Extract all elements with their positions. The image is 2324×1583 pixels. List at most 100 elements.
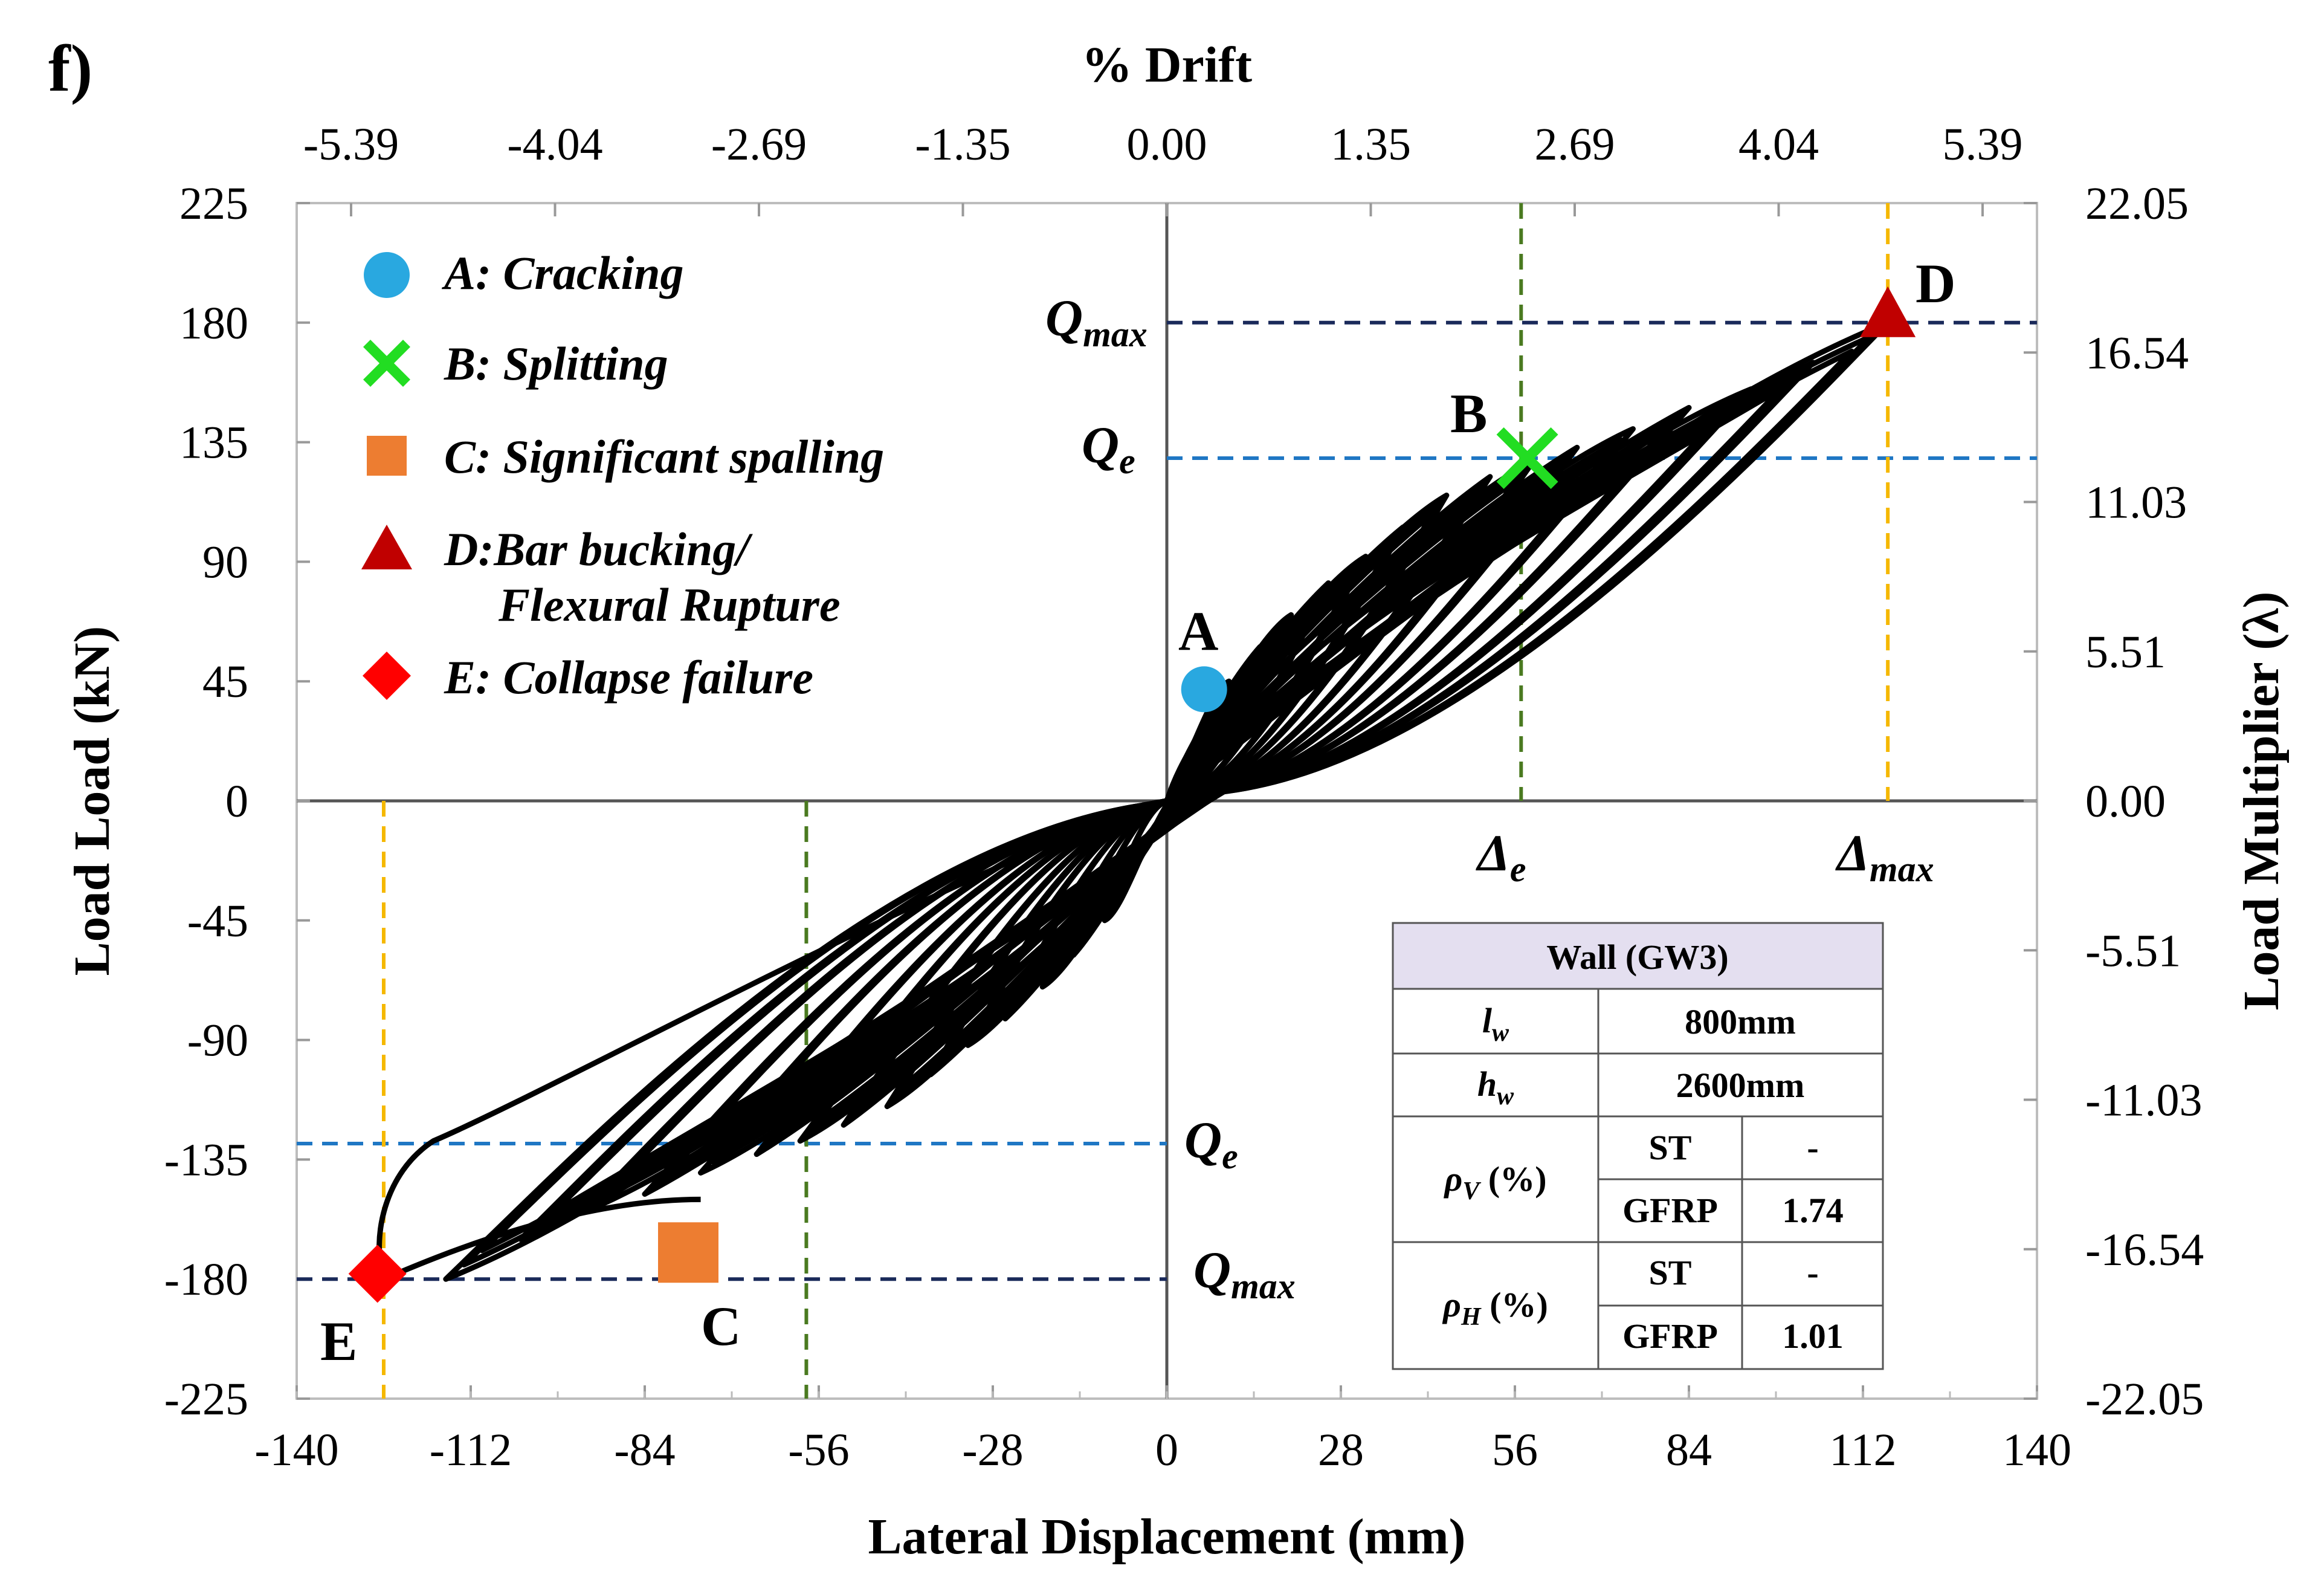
table-rho-h-gfrp-value: 1.01: [1782, 1316, 1844, 1356]
x2-tick-label: 5.39: [1943, 119, 2023, 170]
y2-tick-label: 11.03: [2085, 477, 2187, 528]
x-tick-label: -140: [254, 1425, 338, 1475]
x-axis-title: Lateral Displacement (mm): [868, 1509, 1465, 1565]
legend-spalling: C: Significant spalling: [444, 430, 884, 483]
table-rho-h-st-label: ST: [1649, 1253, 1692, 1292]
y-axis-title: Load Load (kN): [64, 626, 120, 976]
y2-tick-label: 5.51: [2085, 627, 2166, 678]
x2-tick-label: 2.69: [1535, 119, 1615, 170]
point-label-d: D: [1916, 253, 1955, 314]
collapse-branch: [376, 819, 1106, 1283]
legend-collapse: E: Collapse failure: [444, 651, 813, 704]
y2-tick-label: 0.00: [2085, 776, 2166, 827]
table-rho-h-gfrp-label: GFRP: [1622, 1316, 1718, 1356]
x-tick-label: -28: [962, 1425, 1023, 1475]
legend-bucking-line1: D:Bar bucking/: [444, 523, 753, 575]
x2-tick-label: 0.00: [1127, 119, 1207, 170]
legend-bucking-line2: Flexural Rupture: [498, 578, 841, 631]
delta-e-label: Δe: [1476, 824, 1526, 889]
marker-cracking: [1181, 666, 1227, 713]
y2-tick-label: 16.54: [2085, 328, 2189, 378]
y-ticks-left: 225 180 135 90 45 0 -45 -90 -135 -180 -225: [164, 178, 310, 1425]
table-rho-v-gfrp-label: GFRP: [1622, 1191, 1718, 1230]
x-tick-label: -84: [614, 1425, 675, 1475]
y2-tick-label: -22.05: [2085, 1374, 2204, 1425]
qe-label-right: Qe: [1082, 416, 1135, 481]
y-tick-label: -90: [187, 1015, 248, 1066]
legend-spalling-marker: [367, 436, 407, 476]
x2-tick-label: -4.04: [507, 119, 602, 170]
y-tick-label: 90: [202, 537, 248, 588]
y2-tick-label: -5.51: [2085, 925, 2181, 976]
table-lw-value: 800mm: [1685, 1002, 1796, 1041]
table-rho-h-st-value: -: [1807, 1253, 1818, 1292]
x-tick-label: 84: [1666, 1425, 1712, 1475]
x-tick-label: 0: [1155, 1425, 1178, 1475]
legend-cracking: A: Cracking: [441, 247, 684, 299]
legend-cracking-marker: [364, 252, 410, 298]
x2-tick-label: -2.69: [711, 119, 807, 170]
y2-tick-label: -16.54: [2085, 1225, 2204, 1275]
qe-label-left: Qe: [1184, 1111, 1238, 1176]
x-tick-label: -56: [788, 1425, 849, 1475]
marker-splitting: [1496, 427, 1558, 489]
x-ticks-bottom: -140 -112 -84 -56 -28 0 28 56 84 112 140: [254, 1385, 2071, 1475]
qmax-label-left: Qmax: [1193, 1241, 1296, 1306]
table-rho-v-st-value: -: [1807, 1128, 1818, 1167]
x2-axis-title: % Drift: [1082, 37, 1252, 93]
x-tick-label: 140: [2003, 1425, 2071, 1475]
x2-ticks-top: -5.39 -4.04 -2.69 -1.35 0.00 1.35 2.69 4.04 5.39: [303, 119, 2023, 216]
table-hw-value: 2600mm: [1676, 1066, 1805, 1105]
panel-label: f): [48, 31, 92, 105]
delta-max-label: Δmax: [1835, 824, 1934, 889]
y2-tick-label: -11.03: [2085, 1075, 2203, 1126]
y-tick-label: -225: [164, 1374, 248, 1425]
marker-collapse: [348, 1245, 407, 1303]
legend-collapse-marker: [363, 652, 411, 700]
legend-splitting-marker: [363, 339, 411, 387]
marker-spalling: [658, 1222, 718, 1283]
y2-ticks-right: 22.05 16.54 11.03 5.51 0.00 -5.51 -11.03 -16.54…: [2024, 178, 2204, 1425]
y-tick-label: -180: [164, 1254, 248, 1305]
y-tick-label: 45: [202, 656, 248, 707]
table-lw-label: lw: [1482, 1001, 1509, 1047]
hysteresis-loops: [376, 320, 1891, 1283]
table-header-bg: [1393, 923, 1883, 989]
x-tick-label: 56: [1492, 1425, 1538, 1475]
table-title: Wall (GW3): [1546, 937, 1728, 977]
table-rho-v-st-label: ST: [1649, 1128, 1692, 1167]
table-rho-h-label: ρH (%): [1442, 1285, 1548, 1331]
y2-tick-label: 22.05: [2085, 178, 2189, 229]
legend: A: Cracking B: Splitting C: Significant …: [361, 247, 884, 704]
y-tick-label: -135: [164, 1135, 248, 1185]
marker-bucking: [1860, 286, 1916, 337]
x2-tick-label: -1.35: [915, 119, 1010, 170]
y-tick-label: 135: [179, 418, 248, 468]
x2-tick-label: 1.35: [1331, 119, 1411, 170]
x-tick-label: 112: [1829, 1425, 1896, 1475]
x-tick-label: -112: [430, 1425, 512, 1475]
legend-splitting: B: Splitting: [444, 337, 668, 390]
legend-bucking-marker: [361, 525, 412, 569]
y-tick-label: -45: [187, 896, 248, 947]
table-rho-v-gfrp-value: 1.74: [1782, 1191, 1844, 1230]
table-rho-v-label: ρV (%): [1443, 1159, 1546, 1205]
x2-tick-label: 4.04: [1738, 119, 1819, 170]
hysteresis-loop: [479, 348, 1854, 1254]
y2-axis-title: Load Multiplier (λ): [2233, 591, 2290, 1010]
point-label-c: C: [701, 1295, 741, 1357]
damage-markers: [348, 286, 1916, 1303]
point-label-e: E: [320, 1310, 357, 1372]
point-label-a: A: [1178, 600, 1218, 662]
table-hw-label: hw: [1477, 1064, 1514, 1110]
y-tick-label: 180: [179, 298, 248, 349]
qmax-label-right: Qmax: [1045, 289, 1147, 354]
point-label-b: B: [1450, 383, 1487, 444]
table-border: [1392, 922, 1884, 1370]
y-tick-label: 225: [179, 178, 248, 229]
wall-properties-table: Wall (GW3) lw 800mm hw 2600mm ρV (%) ST …: [1392, 922, 1884, 1370]
x2-tick-label: -5.39: [303, 119, 399, 170]
x-tick-label: 28: [1318, 1425, 1364, 1475]
y-tick-label: 0: [225, 776, 248, 827]
